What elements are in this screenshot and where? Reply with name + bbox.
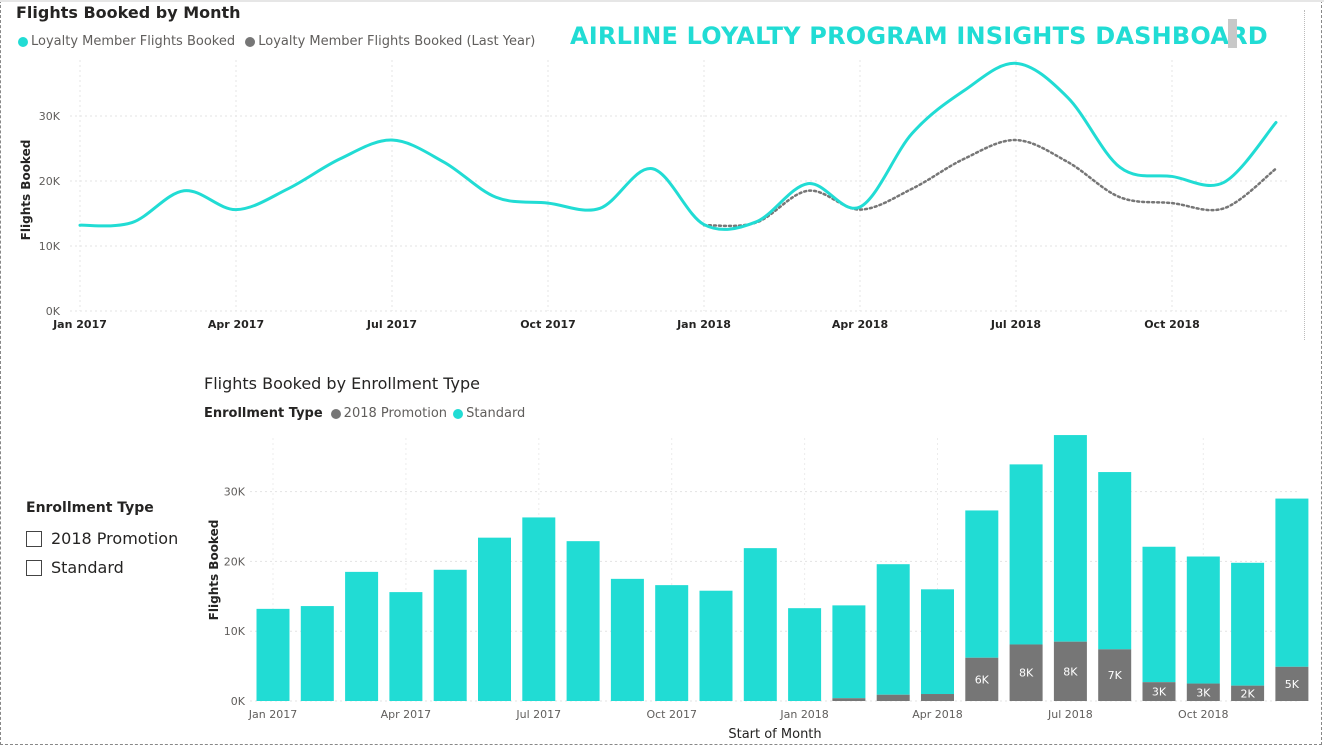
line-chart-x-tick: Jan 2018 — [676, 318, 731, 331]
line-chart-x-tick: Apr 2017 — [208, 318, 264, 331]
line-chart[interactable]: 0K 10K 20K 30K Jan 2017 Apr 2017 Jul 2017 Oct … — [0, 0, 1324, 345]
bar-chart-legend: Enrollment Type 2018 Promotion Standard — [204, 406, 525, 421]
line-chart-x-tick: Oct 2018 — [1144, 318, 1200, 331]
legend-label-last-year[interactable]: Loyalty Member Flights Booked (Last Year… — [258, 34, 536, 49]
legend-label-promotion[interactable]: 2018 Promotion — [343, 406, 448, 421]
legend-dot-standard-icon — [453, 408, 464, 419]
line-chart-title: Flights Booked by Month — [16, 3, 241, 22]
bar-legend-title: Enrollment Type — [204, 406, 323, 421]
enrollment-type-slicer: Enrollment Type 2018 Promotion Standard — [26, 500, 178, 582]
line-chart-y-tick: 10K — [39, 240, 61, 253]
slicer-option-2018-promotion[interactable]: 2018 Promotion — [26, 524, 178, 553]
line-chart-y-tick: 30K — [39, 110, 61, 123]
line-chart-y-tick: 20K — [39, 175, 61, 188]
line-chart-x-tick: Jan 2017 — [52, 318, 107, 331]
line-chart-x-tick: Jul 2017 — [366, 318, 417, 331]
line-series-last-year — [702, 138, 1278, 228]
drag-handle[interactable] — [1228, 19, 1237, 48]
bar-chart-title: Flights Booked by Enrollment Type — [204, 374, 480, 393]
legend-label-standard[interactable]: Standard — [466, 406, 526, 421]
checkbox-2018-promotion[interactable] — [26, 530, 42, 547]
legend-dot-current-icon — [18, 36, 28, 47]
line-chart-x-tick: Jul 2018 — [990, 318, 1041, 331]
slicer-title: Enrollment Type — [26, 500, 154, 516]
visual-resize-guide — [1304, 10, 1305, 340]
slicer-option-label: 2018 Promotion — [51, 529, 179, 548]
line-series-current — [78, 61, 1278, 231]
line-chart-x-tick: Apr 2018 — [832, 318, 888, 331]
dashboard-title: AIRLINE LOYALTY PROGRAM INSIGHTS DASHBOA… — [570, 22, 1268, 50]
line-chart-y-axis-label: Flights Booked — [19, 140, 33, 241]
line-chart-x-tick: Oct 2017 — [520, 318, 576, 331]
line-chart-y-tick: 0K — [46, 305, 61, 318]
legend-dot-last-year-icon — [245, 36, 256, 47]
legend-dot-promotion-icon — [330, 408, 341, 419]
slicer-option-label: Standard — [51, 558, 124, 577]
legend-label-current[interactable]: Loyalty Member Flights Booked — [31, 34, 236, 49]
top-border — [0, 0, 1324, 2]
checkbox-standard[interactable] — [26, 559, 42, 576]
line-chart-legend: Loyalty Member Flights Booked Loyalty Me… — [18, 34, 535, 49]
slicer-option-standard[interactable]: Standard — [26, 553, 178, 582]
